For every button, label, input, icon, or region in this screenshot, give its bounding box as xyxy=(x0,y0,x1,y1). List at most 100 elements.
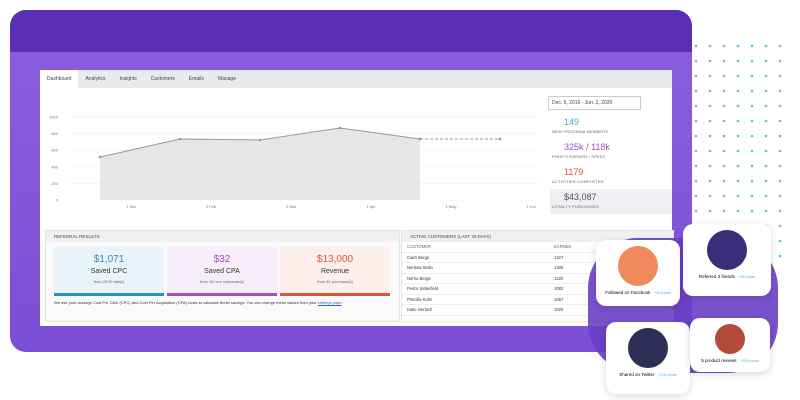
x-tick-label: 1 Jan xyxy=(126,204,136,209)
cell: Ciarri Berge xyxy=(407,254,430,260)
dot xyxy=(708,134,712,138)
table-row: Ciarri Berge 1427 xyxy=(402,253,673,263)
dot xyxy=(736,104,740,108)
dot xyxy=(778,209,782,213)
cell: Pedro Satterfield xyxy=(407,286,439,291)
dot xyxy=(722,104,726,108)
card-from: from 40 purchase(s) xyxy=(317,279,353,284)
tab[interactable]: Dashboard xyxy=(40,70,79,88)
card-from: from 2678 visit(s) xyxy=(93,279,125,284)
stat-value: 1179 xyxy=(564,167,584,177)
card: $1,071 Saved CPC from 2678 visit(s) xyxy=(54,247,164,296)
dot xyxy=(778,164,782,168)
stat: 325k / 118k POINTS EARNED / SPENT xyxy=(550,139,672,164)
dot xyxy=(722,74,726,78)
tabs: Dashboard Analytics Insights Customers Email… xyxy=(40,70,672,88)
badge-card: Shared on Twitter +100 points xyxy=(606,322,690,394)
stat-value: $43,087 xyxy=(564,192,597,202)
card-name: Saved CPA xyxy=(204,268,240,275)
table-row: Katie Gerlach 1020 xyxy=(402,305,673,316)
point xyxy=(98,155,102,159)
dot xyxy=(694,104,698,108)
badge-card: 5 product reviews +100 points xyxy=(690,318,770,372)
dot xyxy=(708,179,712,183)
card-name: Revenue xyxy=(320,268,350,275)
dot xyxy=(736,209,740,213)
dot xyxy=(694,44,698,48)
dot xyxy=(764,194,768,198)
table-row: Priscilla Kuhn 1057 xyxy=(402,295,673,305)
dot xyxy=(694,164,698,168)
dot xyxy=(708,194,712,198)
badge-points: +50 points xyxy=(738,274,756,279)
cell: 1020 xyxy=(554,307,564,312)
table-row: Nehra Berge 1220 xyxy=(402,274,673,284)
dot xyxy=(778,254,782,258)
dot xyxy=(736,194,740,198)
avatar xyxy=(715,324,745,354)
dot xyxy=(722,149,726,153)
badge-points: +100 points xyxy=(740,358,759,363)
dot xyxy=(722,209,726,213)
dot xyxy=(708,74,712,78)
link[interactable]: settings page xyxy=(317,300,342,305)
dot xyxy=(764,164,768,168)
x-tick-label: 1 Jun xyxy=(526,204,536,209)
card-value: $32 xyxy=(213,254,231,265)
dot xyxy=(778,104,782,108)
dot xyxy=(722,179,726,183)
badge-card: Followed on Facebook +50 points xyxy=(596,240,680,306)
cell: 1057 xyxy=(554,296,564,302)
dot xyxy=(764,89,768,93)
chart: 0 200 400 600 800 1000 1 Jan 1 Feb 1 Mar 1 Apr 1 M… xyxy=(49,115,540,209)
dot xyxy=(778,119,782,123)
y-tick-label: 800 xyxy=(51,131,58,136)
y-tick-label: 600 xyxy=(51,148,58,153)
date-picker[interactable]: Dec. 5, 2019 - Jun. 2, 2020 xyxy=(548,96,641,110)
dot xyxy=(778,134,782,138)
dot xyxy=(764,74,768,78)
dot xyxy=(694,209,698,213)
tab[interactable]: Manage xyxy=(217,76,236,82)
cell: Priscilla Kuhn xyxy=(407,296,433,302)
dot xyxy=(750,134,754,138)
badge-text: 5 product reviews xyxy=(701,358,737,363)
card: $32 Saved CPA from 16 new customer(s) xyxy=(167,247,277,296)
dot xyxy=(722,164,726,168)
cell: 1220 xyxy=(554,275,564,281)
dot xyxy=(764,44,768,48)
card-from: from 16 new customer(s) xyxy=(199,279,245,284)
table-row: Pedro Satterfield 1082 xyxy=(402,284,673,295)
cell: Nerissa Stalin xyxy=(407,265,433,270)
dot xyxy=(778,224,782,228)
dot xyxy=(750,164,754,168)
tab[interactable]: Emails xyxy=(188,76,204,82)
stat-label: NEW PROGRAM MEMBERS xyxy=(552,129,609,134)
dot xyxy=(736,89,740,93)
y-tick-label: 0 xyxy=(56,198,59,203)
tab[interactable]: Insights xyxy=(119,76,137,82)
dot xyxy=(708,119,712,123)
dot xyxy=(778,59,782,63)
dot xyxy=(778,239,782,243)
panel-title: ACTIVE CUSTOMERS (LAST 30 DAYS) xyxy=(402,231,673,242)
dot xyxy=(694,59,698,63)
table-row: Nerissa Stalin 1300 xyxy=(402,263,673,274)
x-tick-label: 1 Feb xyxy=(206,204,217,209)
stat: 1179 ACTIVITIES COMPLETED xyxy=(550,164,672,189)
dot xyxy=(764,59,768,63)
dot xyxy=(694,134,698,138)
dot xyxy=(722,59,726,63)
tab[interactable]: Analytics xyxy=(85,76,106,82)
point xyxy=(418,137,422,141)
dot xyxy=(750,179,754,183)
badge-text: Shared on Twitter xyxy=(619,372,655,377)
tab[interactable]: Customers xyxy=(150,76,175,82)
dot xyxy=(750,74,754,78)
card-value: $13,000 xyxy=(316,254,354,265)
y-tick-label: 400 xyxy=(51,164,58,169)
dot xyxy=(708,164,712,168)
dot xyxy=(736,149,740,153)
dot xyxy=(736,179,740,183)
badge-line: Followed on Facebook +50 points xyxy=(596,290,680,295)
